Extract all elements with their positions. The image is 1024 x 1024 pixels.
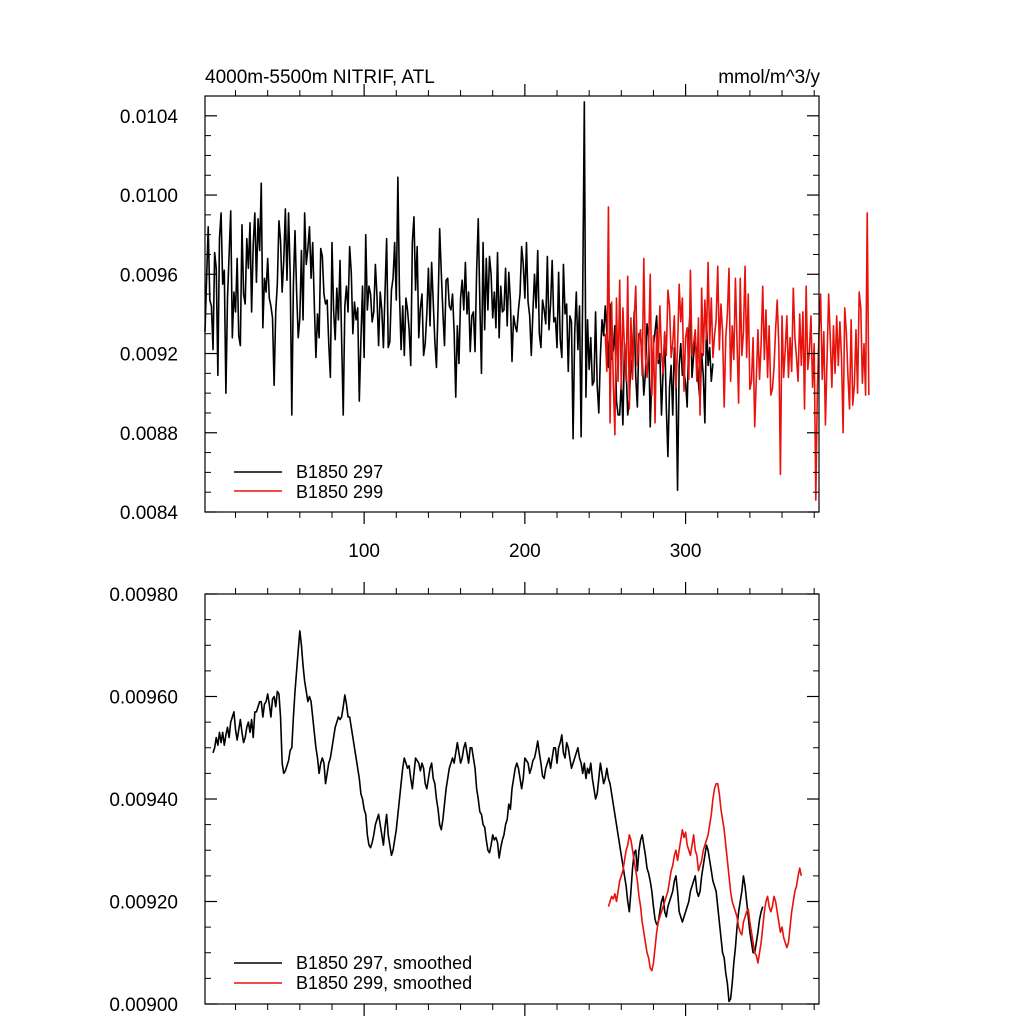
bottom-ytick-label: 0.00900 bbox=[109, 995, 178, 1016]
top-panel-legend: B1850 297 B1850 299 bbox=[234, 462, 383, 502]
top-ytick-label: 0.0104 bbox=[120, 107, 179, 128]
top-ytick-label: 0.0100 bbox=[120, 186, 178, 207]
top-panel-units: mmol/m^3/y bbox=[718, 67, 820, 88]
bottom-panel-legend: B1850 297, smoothed B1850 299, smoothed bbox=[234, 953, 472, 993]
bottom-ytick-label: 0.00940 bbox=[109, 790, 178, 811]
bottom-ytick-label: 0.00960 bbox=[109, 688, 178, 709]
top-ytick-label: 0.0088 bbox=[120, 424, 178, 445]
top-xtick-label: 300 bbox=[670, 541, 702, 562]
top-xtick-label: 100 bbox=[348, 541, 380, 562]
bottom-panel: 0.00900 0.00920 0.00940 0.00960 0.00980 B185… bbox=[109, 582, 820, 1016]
bottom-series-line-2 bbox=[607, 782, 803, 972]
bottom-series-line-1 bbox=[212, 630, 764, 1003]
top-ytick-label: 0.0092 bbox=[120, 345, 178, 366]
legend-label-b1850-297: B1850 297 bbox=[296, 462, 383, 482]
top-xtick-label: 200 bbox=[509, 541, 541, 562]
legend-label-b1850-297-smoothed: B1850 297, smoothed bbox=[296, 953, 472, 973]
top-series-line-2 bbox=[604, 206, 870, 501]
top-panel: 4000m-5500m NITRIF, ATL mmol/m^3/y 0.008… bbox=[120, 67, 870, 562]
top-ytick-label: 0.0096 bbox=[120, 265, 178, 286]
bottom-ytick-label: 0.00980 bbox=[109, 585, 178, 606]
top-series-line-1 bbox=[204, 101, 714, 492]
legend-label-b1850-299: B1850 299 bbox=[296, 482, 383, 502]
top-panel-title: 4000m-5500m NITRIF, ATL bbox=[205, 67, 435, 88]
top-panel-frame bbox=[204, 95, 820, 513]
top-ytick-label: 0.0084 bbox=[120, 503, 179, 524]
bottom-ytick-label: 0.00920 bbox=[109, 893, 178, 914]
legend-label-b1850-299-smoothed: B1850 299, smoothed bbox=[296, 973, 472, 993]
